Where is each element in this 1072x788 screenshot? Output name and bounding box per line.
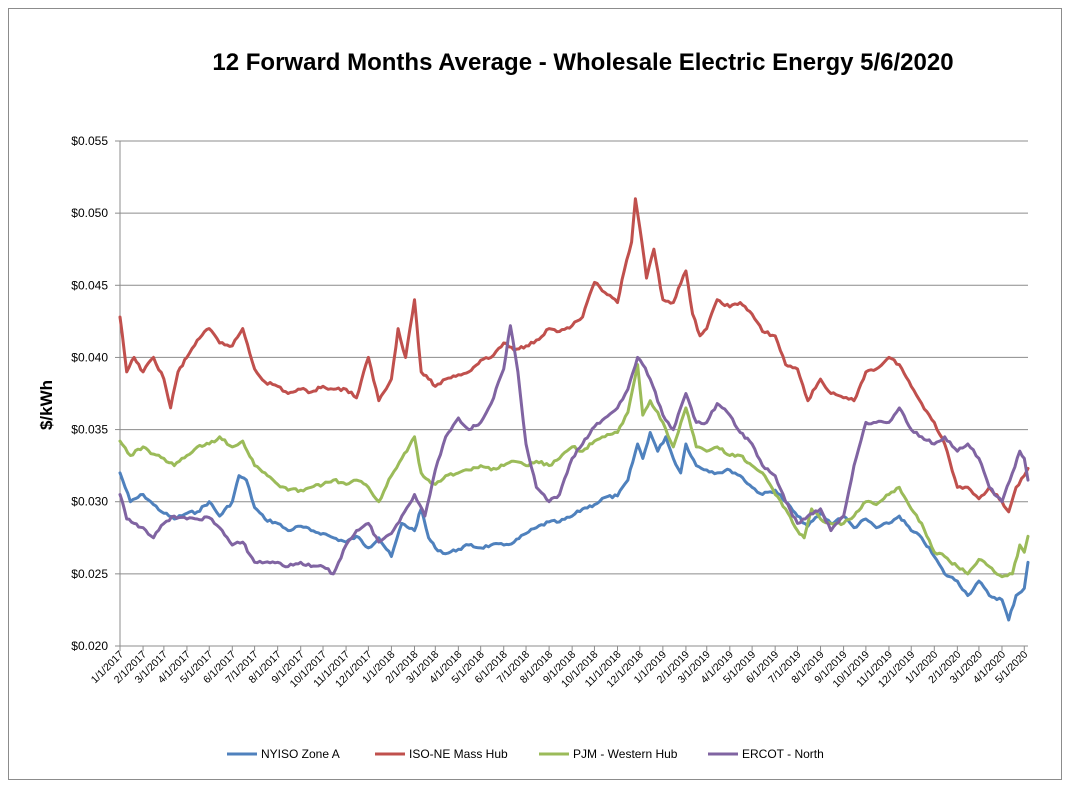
chart-frame — [8, 8, 1062, 780]
y-tick-label: $0.055 — [71, 134, 108, 148]
y-tick-label: $0.020 — [71, 639, 108, 653]
y-tick-label: $0.035 — [71, 423, 108, 437]
series-lines — [118, 197, 1030, 622]
series-line-nyiso-zone-a — [118, 431, 1030, 622]
legend: NYISO Zone A ISO-NE Mass Hub PJM - Western… — [227, 747, 824, 761]
series-line-iso-ne-mass-hub — [118, 197, 1030, 514]
legend-label: ERCOT - North — [742, 747, 824, 761]
y-tick-label: $0.045 — [71, 278, 108, 292]
y-tick-label: $0.040 — [71, 350, 108, 364]
x-axis-ticks: 1/1/20172/1/20173/1/20174/1/20175/1/2017… — [89, 646, 1031, 690]
legend-label: PJM - Western Hub — [573, 747, 678, 761]
series-line-pjm-western-hub — [118, 363, 1030, 579]
axes — [119, 141, 1028, 647]
gridlines — [120, 140, 1028, 647]
y-tick-label: $0.050 — [71, 206, 108, 220]
y-axis-label: $/kWh — [37, 380, 56, 430]
series-line-ercot-north — [118, 324, 1030, 576]
y-tick-label: $0.025 — [71, 567, 108, 581]
legend-label: NYISO Zone A — [261, 747, 340, 761]
y-tick-label: $0.030 — [71, 495, 108, 509]
legend-label: ISO-NE Mass Hub — [409, 747, 508, 761]
chart-title: 12 Forward Months Average - Wholesale El… — [212, 49, 953, 76]
y-axis-ticks: $0.020 $0.025 $0.030 $0.035 $0.040 $0.045 $0.0… — [71, 134, 120, 653]
